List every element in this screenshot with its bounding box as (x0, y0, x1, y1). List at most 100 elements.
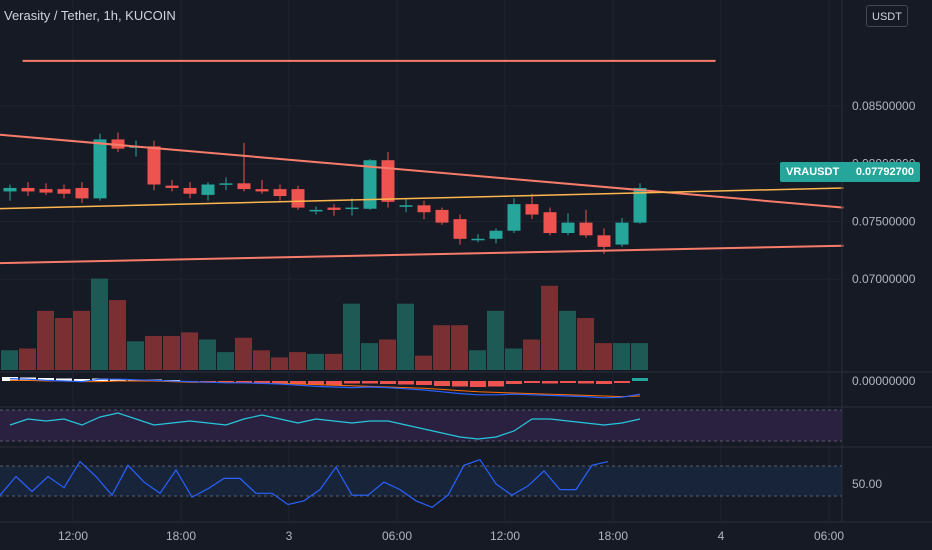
time-tick-label: 06:00 (382, 529, 412, 543)
macd-histogram-bar (380, 381, 396, 384)
volume-bar (289, 352, 306, 370)
macd-histogram-bar (74, 379, 90, 381)
macd-histogram-bar (560, 381, 576, 383)
macd-pane (2, 377, 648, 399)
volume-bar (559, 310, 576, 370)
last-price-symbol: VRAUSDT (786, 166, 840, 178)
candle-body (309, 209, 323, 212)
drawn-lines[interactable] (0, 59, 844, 265)
macd-histogram-bar (290, 381, 306, 384)
volume-bar (415, 355, 432, 370)
candle-body (327, 207, 341, 210)
rsi-tick-label: 50.00 (852, 477, 882, 491)
candle-body (3, 187, 17, 192)
macd-histogram-bar (398, 381, 414, 385)
oscillator-band (0, 410, 842, 441)
price-tick-label: 0.08500000 (852, 99, 916, 113)
volume-bar (91, 278, 108, 370)
candle-body (21, 187, 35, 192)
volume-bar (37, 310, 54, 370)
rsi-line (0, 458, 609, 508)
time-tick-label: 06:00 (814, 529, 844, 543)
macd-histogram-bar (434, 381, 450, 386)
candle-body (381, 160, 395, 202)
candle-body (435, 209, 449, 223)
time-axis[interactable]: 12:00 18:00 3 06:00 12:00 18:00 4 06:00 (58, 529, 844, 543)
trendline (0, 133, 844, 209)
candle-body (417, 205, 431, 213)
candle-body (219, 183, 233, 185)
volume-bar (487, 310, 504, 370)
macd-histogram-bar (56, 378, 72, 381)
volume-bar (199, 339, 216, 370)
macd-line (9, 378, 641, 399)
oscillator-pane (9, 412, 641, 440)
volume-bar (127, 341, 144, 370)
price-tick-label: 0.07500000 (852, 214, 916, 228)
signal-line (10, 379, 641, 398)
volume-bar (379, 339, 396, 370)
macd-histogram-bar (254, 381, 270, 383)
candle-body (165, 185, 179, 188)
volume-bar (1, 350, 18, 370)
macd-histogram-bar (614, 381, 630, 383)
macd-histogram-bar (488, 381, 504, 387)
volume-bar (541, 285, 558, 370)
volume-bar (55, 318, 72, 370)
oscillator-line (9, 412, 641, 440)
macd-histogram-bar (416, 381, 432, 385)
volume-bar (397, 303, 414, 370)
last-price-value: 0.07792700 (855, 166, 914, 178)
volume-bar (595, 343, 612, 370)
macd-histogram-bar (452, 381, 468, 387)
rsi-pane (0, 458, 609, 508)
candle-body (525, 204, 539, 215)
macd-histogram-bar (524, 381, 540, 383)
macd-histogram-bar (362, 381, 378, 384)
macd-histogram-bar (308, 381, 324, 385)
volume-bars (1, 278, 648, 370)
currency-button[interactable]: USDT (866, 5, 908, 27)
candle-body (561, 222, 575, 234)
volume-bar (631, 343, 648, 370)
time-tick-label: 4 (718, 529, 725, 543)
candle-body (453, 219, 467, 239)
candle-body (471, 238, 485, 241)
volume-bar (73, 310, 90, 370)
volume-bar (469, 350, 486, 370)
macd-histogram-bar (470, 381, 486, 387)
volume-bar (307, 353, 324, 370)
trendline (0, 244, 844, 265)
volume-bar (343, 303, 360, 370)
candle-body (489, 230, 503, 239)
time-tick-label: 18:00 (166, 529, 196, 543)
volume-bar (361, 343, 378, 370)
macd-histogram-bar (326, 381, 342, 385)
candle-body (579, 222, 593, 236)
time-tick-label: 12:00 (490, 529, 520, 543)
candle-body (57, 189, 71, 194)
macd-tick-label: 0.00000000 (852, 374, 916, 388)
last-price-tag: VRAUSDT 0.07792700 (780, 162, 920, 182)
rsi-band (0, 466, 842, 496)
candle-body (93, 139, 107, 199)
price-tick-label: 0.07000000 (852, 272, 916, 286)
candle-body (543, 212, 557, 234)
volume-bar (451, 325, 468, 370)
candle-body (615, 222, 629, 245)
macd-histogram-bar (542, 381, 558, 384)
macd-histogram-bar (236, 381, 252, 383)
candle-body (399, 205, 413, 207)
candle-body (201, 184, 215, 195)
time-tick-label: 12:00 (58, 529, 88, 543)
macd-histogram-bar (38, 378, 54, 381)
volume-bar (613, 343, 630, 370)
indicator-bands (0, 409, 842, 497)
volume-bar (505, 348, 522, 370)
macd-histogram-bar (596, 381, 612, 384)
candle-body (255, 189, 269, 192)
candle-body (363, 160, 377, 209)
time-tick-label: 3 (286, 529, 293, 543)
volume-bar (19, 348, 36, 370)
